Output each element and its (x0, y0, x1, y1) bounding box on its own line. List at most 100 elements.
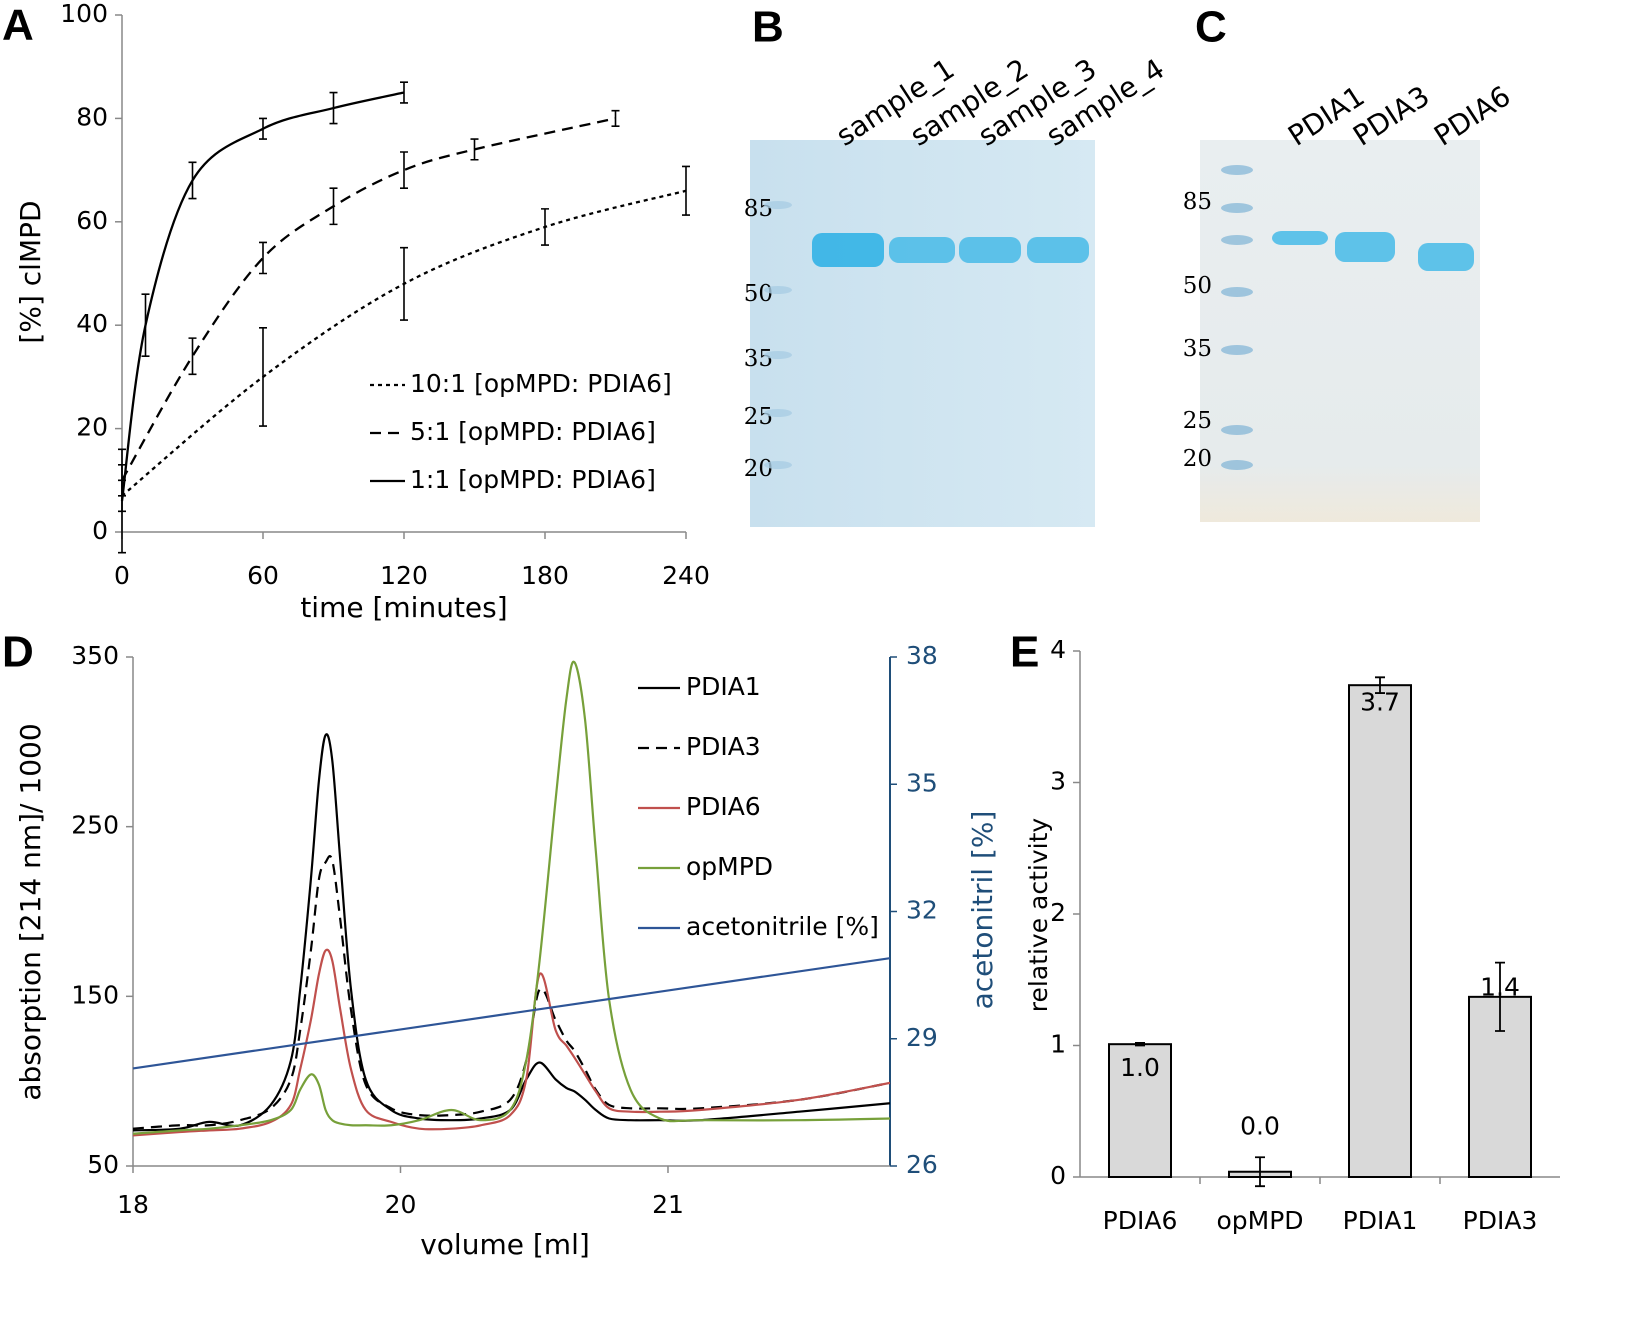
x-tick-label: PDIA6 (1103, 1206, 1178, 1235)
x-tick-label: 180 (521, 561, 569, 590)
line (132, 660, 891, 1135)
protein-band (1027, 237, 1089, 263)
error-bar (400, 246, 408, 321)
y-tick-label: 60 (76, 206, 108, 235)
error-bar (329, 187, 338, 226)
y-tick-label: 100 (60, 0, 108, 28)
value-label: 0.0 (1240, 1111, 1280, 1140)
marker-label: 50 (744, 281, 773, 307)
legend-label: opMPD (686, 852, 773, 881)
marker-label: 20 (744, 456, 773, 482)
y-tick-label: 20 (76, 413, 108, 442)
x-tick-label: 20 (385, 1190, 417, 1219)
ladder-band (764, 409, 792, 417)
ladder-band (764, 201, 792, 209)
error-bar (188, 161, 197, 200)
error-bar (1495, 961, 1505, 1032)
line (121, 117, 616, 481)
legend-label: 1:1 [opMPD: PDIA6] (410, 465, 656, 494)
error-bar (259, 241, 267, 275)
panel-label: B (752, 3, 784, 52)
x-tick-label: opMPD (1216, 1206, 1303, 1235)
line (132, 854, 891, 1130)
error-bar (259, 117, 267, 140)
y-tick-label: 350 (71, 641, 119, 670)
error-bar (188, 337, 197, 376)
y-tick-label: 150 (71, 980, 119, 1009)
line (121, 189, 687, 497)
error-bar (541, 208, 549, 246)
protein-band (889, 237, 955, 263)
y-tick-label: 80 (76, 102, 108, 131)
y-axis-label: [%] clMPD (14, 200, 47, 343)
y2-tick-label: 26 (906, 1150, 938, 1179)
legend-label: PDIA6 (686, 792, 761, 821)
y-tick-label: 1 (1050, 1030, 1066, 1059)
error-bar (470, 138, 479, 161)
marker-label: 35 (744, 346, 773, 372)
ladder-band (1221, 345, 1253, 355)
ladder-band (764, 286, 792, 294)
error-bar (141, 293, 150, 358)
ladder-band (1221, 460, 1253, 470)
line (132, 957, 891, 1070)
panel-label: A (2, 1, 34, 50)
protein-band (1418, 243, 1474, 271)
error-bar (118, 448, 126, 554)
line (132, 733, 891, 1132)
line (132, 948, 891, 1137)
y-axis-label: absorption [214 nm]/ 1000 (14, 723, 47, 1100)
y-tick-label: 2 (1050, 898, 1066, 927)
panel-label: D (2, 628, 34, 677)
y2-tick-label: 32 (906, 896, 938, 925)
gel-c (1200, 140, 1480, 522)
ladder-band (1221, 425, 1253, 435)
marker-label: 85 (744, 196, 773, 222)
x-tick-label: 120 (380, 561, 428, 590)
protein-band (959, 237, 1021, 263)
x-tick-label: 240 (662, 561, 710, 590)
marker-label: 50 (1183, 273, 1212, 299)
y-axis-label: relative activity (1024, 818, 1053, 1013)
marker-label: 85 (1183, 189, 1212, 215)
error-bar (400, 81, 408, 104)
x-tick-label: 60 (247, 561, 279, 590)
x-tick-label: 18 (117, 1190, 149, 1219)
ladder-band (1221, 235, 1253, 245)
marker-label: 20 (1183, 446, 1212, 472)
value-label: 1.0 (1120, 1053, 1160, 1082)
marker-label: 25 (744, 404, 773, 430)
y2-tick-label: 38 (906, 641, 938, 670)
error-bar (682, 165, 690, 216)
y-tick-label: 3 (1050, 767, 1066, 796)
x-axis-label: volume [ml] (420, 1228, 590, 1261)
value-label: 1.4 (1480, 973, 1520, 1002)
line (120, 91, 405, 502)
value-label: 3.7 (1360, 687, 1400, 716)
marker-label: 25 (1183, 408, 1212, 434)
legend-label: 5:1 [opMPD: PDIA6] (410, 417, 656, 446)
y2-tick-label: 29 (906, 1023, 938, 1052)
bar (1108, 1043, 1172, 1179)
x-tick-label: 0 (114, 561, 130, 590)
y-tick-label: 0 (92, 516, 108, 545)
protein-band (1335, 232, 1395, 262)
legend-label: PDIA3 (686, 732, 761, 761)
protein-band (1272, 231, 1328, 245)
y2-tick-label: 35 (906, 768, 938, 797)
x-tick-label: PDIA3 (1463, 1206, 1538, 1235)
x-axis-label: time [minutes] (300, 591, 507, 624)
error-bar (329, 91, 338, 125)
y-tick-label: 40 (76, 309, 108, 338)
y-tick-label: 50 (87, 1150, 119, 1179)
x-tick-label: 21 (652, 1190, 684, 1219)
panel-label: C (1195, 3, 1227, 52)
error-bar (259, 326, 267, 427)
error-bar (1135, 1041, 1145, 1047)
gel-b (750, 140, 1095, 527)
y-tick-label: 0 (1050, 1161, 1066, 1190)
ladder-band (1221, 165, 1253, 175)
error-bar (611, 109, 620, 127)
protein-band (812, 233, 884, 267)
